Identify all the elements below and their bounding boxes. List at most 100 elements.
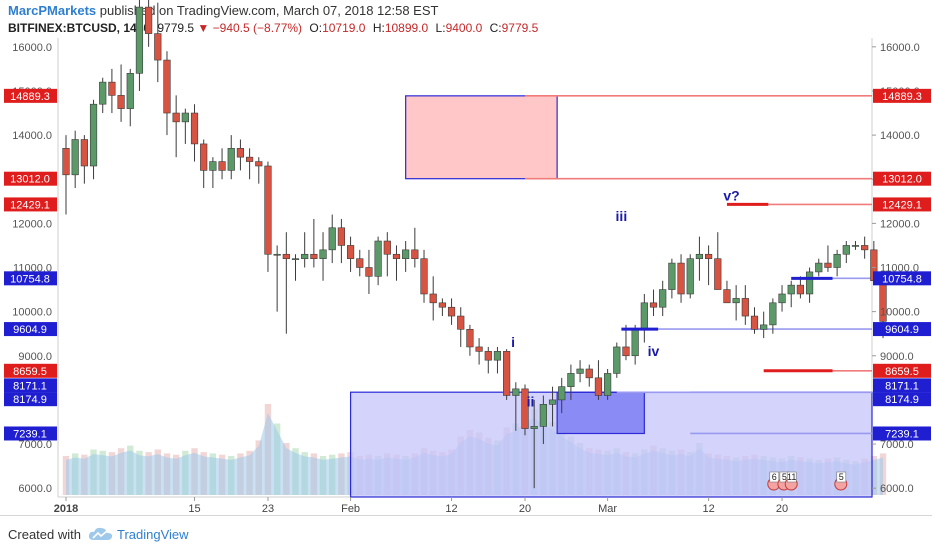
- event-count-label: 11: [787, 472, 796, 482]
- candle-down: [411, 249, 419, 259]
- price-level-badge-left: [4, 392, 57, 407]
- published-text: published on TradingView.com, March 07, …: [96, 3, 439, 18]
- price-level-badge-right: [873, 197, 931, 212]
- candle-down: [365, 267, 373, 277]
- x-tick-label: 2018: [54, 503, 78, 515]
- author-name[interactable]: MarcPMarkets: [8, 3, 97, 18]
- candle-down: [714, 258, 722, 290]
- symbol-line: BITFINEX:BTCUSD, 1440 9779.5 ▼ −940.5 (−…: [8, 21, 538, 35]
- candle-down: [356, 258, 364, 268]
- event-count-label: 5: [782, 472, 787, 482]
- price-level-badge-right: [873, 363, 931, 378]
- tradingview-brand[interactable]: TradingView: [117, 527, 189, 542]
- price-level-badge-right: [873, 392, 931, 407]
- x-tick-label: Mar: [598, 503, 617, 515]
- candle-down: [594, 377, 603, 396]
- candle-down: [246, 156, 254, 162]
- candle-up: [291, 258, 300, 260]
- price-level-label-right: 13012.0: [882, 174, 922, 186]
- x-tick-label: 20: [519, 503, 531, 515]
- x-tick-label: Feb: [341, 503, 360, 515]
- candle-up: [631, 328, 639, 357]
- price-level-badge-right: [873, 271, 931, 286]
- candle-up: [301, 253, 309, 259]
- candle-up: [640, 302, 648, 330]
- candle-up: [760, 324, 768, 330]
- price-change: −940.5 (−8.77%): [212, 21, 303, 35]
- candle-down: [255, 161, 263, 167]
- y-tick-label-left: 9000.0: [18, 351, 52, 363]
- candle-up: [659, 289, 667, 308]
- candle-up: [842, 245, 850, 255]
- price-level-label-right: 9604.9: [885, 324, 919, 336]
- price-chart[interactable]: iiiiiiivv?6000.06000.07000.07000.08000.0…: [0, 0, 932, 515]
- open-value: 10719.0: [322, 21, 366, 35]
- candle-down: [466, 328, 474, 348]
- candle-down: [62, 148, 70, 176]
- price-level-label-left: 8174.9: [13, 394, 47, 406]
- price-level-badge-left: [4, 426, 57, 441]
- event-flag-icon: [769, 471, 780, 483]
- candle-down: [484, 351, 492, 361]
- candle-down: [824, 262, 832, 268]
- price-level-badge-left: [4, 88, 57, 103]
- price-level-label-left: 14889.3: [10, 91, 50, 103]
- event-count-label: 5: [839, 472, 844, 482]
- price-level-label-right: 8174.9: [885, 394, 919, 406]
- x-tick-label: 15: [188, 503, 200, 515]
- y-tick-label-left: 16000.0: [12, 42, 52, 54]
- candle-down: [310, 253, 318, 259]
- price-level-label-right: 8171.1: [885, 380, 919, 392]
- candle-down: [172, 112, 180, 123]
- candle-up: [181, 112, 189, 123]
- price-level-badge-right: [873, 171, 931, 186]
- x-tick-label: 20: [776, 503, 788, 515]
- candle-down: [429, 293, 437, 304]
- event-count-label: 6: [772, 472, 777, 482]
- wave-label: v?: [723, 187, 739, 203]
- price-level-badge-left: [4, 363, 57, 378]
- y-tick-label-right: 14000.0: [880, 130, 920, 142]
- last-price: 9779.5: [157, 21, 195, 35]
- candle-up: [787, 284, 795, 295]
- open-label: O:: [309, 21, 323, 35]
- y-tick-label-right: 9000.0: [880, 351, 914, 363]
- candle-down: [457, 315, 465, 330]
- y-tick-label-right: 12000.0: [880, 218, 920, 230]
- candle-up: [89, 103, 98, 167]
- price-level-label-left: 8171.1: [13, 380, 47, 392]
- y-tick-label-left: 12000.0: [12, 218, 52, 230]
- high-value: 10899.0: [384, 21, 429, 35]
- publisher-line: MarcPMarkets published on TradingView.co…: [8, 3, 438, 18]
- price-level-label-right: 10754.8: [882, 273, 922, 285]
- candle-down: [236, 148, 245, 158]
- candle-up: [668, 262, 676, 290]
- candle-down: [282, 253, 290, 259]
- y-tick-label-left: 6000.0: [18, 483, 52, 495]
- event-flag-icon: [836, 471, 847, 483]
- candle-up: [778, 293, 786, 304]
- candle-up: [328, 227, 336, 251]
- candle-up: [227, 148, 235, 171]
- candle-up: [548, 399, 557, 405]
- candle-up: [493, 351, 502, 361]
- candle-down: [190, 112, 199, 145]
- candle-down: [145, 6, 153, 34]
- y-tick-label-right: 16000.0: [880, 42, 920, 54]
- price-level-label-right: 7239.1: [885, 428, 919, 440]
- symbol-name: BITFINEX:BTCUSD, 1440: [8, 21, 151, 35]
- candle-down: [447, 306, 456, 317]
- candle-down: [80, 139, 88, 167]
- price-level-label-right: 14889.3: [882, 91, 922, 103]
- price-level-label-left: 12429.1: [10, 199, 50, 211]
- candle-down: [383, 240, 391, 255]
- candle-down: [503, 351, 511, 396]
- low-value: 9400.0: [445, 21, 483, 35]
- y-tick-label-left: 10000.0: [12, 307, 52, 319]
- candle-up: [374, 240, 382, 277]
- price-level-label-left: 10754.8: [10, 273, 50, 285]
- candle-up: [769, 302, 777, 326]
- candle-up: [851, 245, 860, 247]
- y-tick-label-right: 6000.0: [880, 483, 914, 495]
- wave-label: iii: [616, 208, 628, 224]
